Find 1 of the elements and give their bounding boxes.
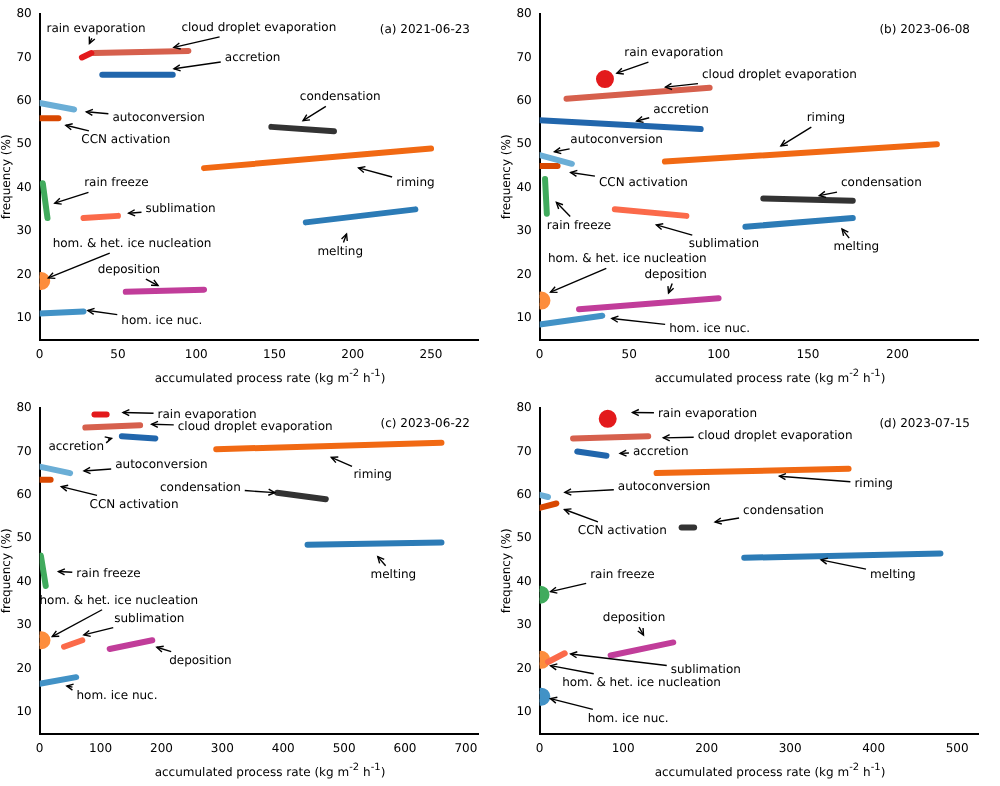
point	[598, 408, 617, 427]
